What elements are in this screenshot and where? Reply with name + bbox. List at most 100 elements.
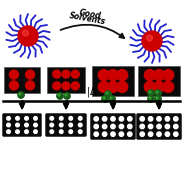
Circle shape <box>117 70 128 81</box>
Circle shape <box>103 97 105 99</box>
Circle shape <box>59 117 63 120</box>
Circle shape <box>34 117 37 120</box>
Circle shape <box>119 132 124 136</box>
Circle shape <box>7 130 10 133</box>
Circle shape <box>157 117 161 121</box>
Circle shape <box>157 132 161 136</box>
Circle shape <box>148 96 154 102</box>
Circle shape <box>94 132 98 136</box>
Circle shape <box>16 117 19 120</box>
Circle shape <box>94 117 98 121</box>
Circle shape <box>102 117 107 121</box>
Circle shape <box>57 93 63 99</box>
Circle shape <box>18 92 24 98</box>
Circle shape <box>156 91 158 93</box>
Circle shape <box>128 132 132 136</box>
Circle shape <box>147 35 152 41</box>
Circle shape <box>148 90 154 96</box>
Circle shape <box>165 117 170 121</box>
Circle shape <box>50 117 54 120</box>
Bar <box>4 67 40 93</box>
Circle shape <box>155 96 161 102</box>
Circle shape <box>149 97 151 99</box>
Circle shape <box>19 93 21 95</box>
Circle shape <box>119 124 124 129</box>
Circle shape <box>16 123 19 127</box>
Circle shape <box>106 92 108 94</box>
Circle shape <box>65 94 67 96</box>
Circle shape <box>58 94 60 96</box>
Circle shape <box>165 124 170 129</box>
Bar <box>138 66 180 96</box>
Circle shape <box>107 81 119 92</box>
FancyBboxPatch shape <box>137 114 182 139</box>
Circle shape <box>9 70 18 79</box>
Circle shape <box>102 132 107 136</box>
Circle shape <box>50 123 54 127</box>
Circle shape <box>25 117 28 120</box>
Circle shape <box>111 124 115 129</box>
Circle shape <box>71 82 79 90</box>
Circle shape <box>64 93 70 99</box>
Circle shape <box>105 91 111 97</box>
Circle shape <box>59 123 63 127</box>
Circle shape <box>25 123 28 127</box>
Text: Solvents: Solvents <box>69 11 107 26</box>
Circle shape <box>71 70 79 78</box>
Circle shape <box>128 117 132 121</box>
Bar <box>47 67 85 93</box>
Circle shape <box>140 124 144 129</box>
Circle shape <box>154 70 165 81</box>
Circle shape <box>26 70 35 79</box>
Circle shape <box>149 91 151 93</box>
Circle shape <box>174 124 178 129</box>
Circle shape <box>25 130 28 133</box>
Circle shape <box>154 81 165 92</box>
Circle shape <box>148 124 153 129</box>
Circle shape <box>174 132 178 136</box>
Circle shape <box>34 123 37 127</box>
Circle shape <box>98 70 109 81</box>
Circle shape <box>59 130 63 133</box>
Circle shape <box>62 70 70 78</box>
Circle shape <box>157 124 161 129</box>
Circle shape <box>163 70 174 81</box>
Text: |$\Delta$: |$\Delta$ <box>86 85 98 99</box>
FancyBboxPatch shape <box>46 114 87 136</box>
Circle shape <box>163 81 174 92</box>
Circle shape <box>69 117 72 120</box>
Circle shape <box>156 97 158 99</box>
Circle shape <box>94 124 98 129</box>
Circle shape <box>128 124 132 129</box>
Circle shape <box>50 130 54 133</box>
Circle shape <box>111 117 115 121</box>
Circle shape <box>111 132 115 136</box>
Circle shape <box>7 123 10 127</box>
Circle shape <box>148 132 153 136</box>
Circle shape <box>53 70 61 78</box>
Circle shape <box>110 97 112 99</box>
FancyBboxPatch shape <box>91 114 135 139</box>
Circle shape <box>142 31 162 51</box>
Circle shape <box>144 81 155 92</box>
Circle shape <box>23 30 29 36</box>
Circle shape <box>9 81 18 90</box>
Circle shape <box>69 123 72 127</box>
Circle shape <box>107 70 119 81</box>
Circle shape <box>34 130 37 133</box>
Circle shape <box>26 81 35 90</box>
Circle shape <box>109 96 115 102</box>
Circle shape <box>79 117 82 120</box>
Circle shape <box>18 26 38 46</box>
Circle shape <box>140 117 144 121</box>
Circle shape <box>165 132 170 136</box>
Circle shape <box>148 117 153 121</box>
Circle shape <box>16 130 19 133</box>
Bar <box>92 66 134 96</box>
Circle shape <box>119 117 124 121</box>
Circle shape <box>79 130 82 133</box>
Circle shape <box>102 124 107 129</box>
FancyBboxPatch shape <box>3 114 42 136</box>
Circle shape <box>69 130 72 133</box>
Circle shape <box>62 82 70 90</box>
